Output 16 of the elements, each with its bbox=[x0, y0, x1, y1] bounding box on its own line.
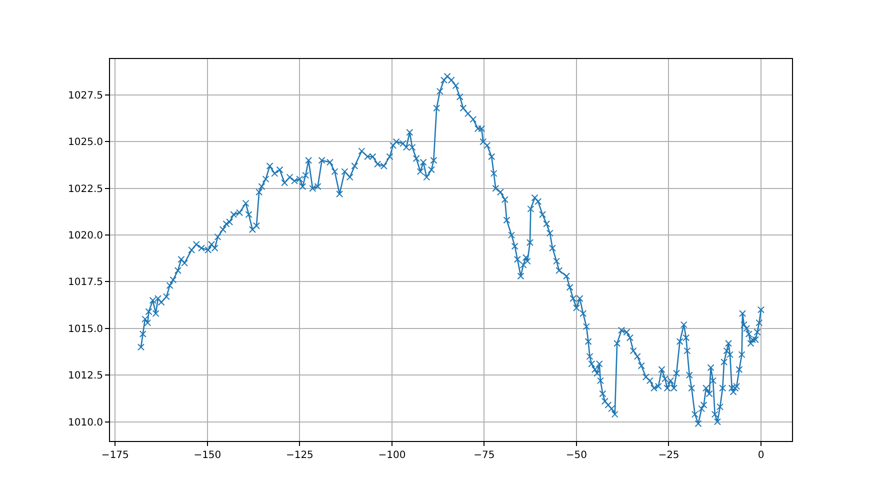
y-tick-label: 1010.0 bbox=[68, 417, 103, 428]
y-tick-label: 1025.0 bbox=[68, 137, 103, 148]
x-tick-label: −75 bbox=[474, 450, 495, 461]
x-tick-label: −50 bbox=[566, 450, 588, 461]
y-tick-label: 1015.0 bbox=[68, 324, 103, 335]
x-tick-label: 0 bbox=[758, 450, 764, 461]
x-tick-label: −175 bbox=[101, 450, 129, 461]
y-tick-label: 1017.5 bbox=[68, 277, 103, 288]
y-tick-label: 1012.5 bbox=[68, 370, 103, 382]
y-tick-label: 1027.5 bbox=[68, 90, 103, 102]
x-tick-label: −25 bbox=[658, 450, 680, 461]
x-tick-label: −125 bbox=[286, 450, 314, 461]
y-tick-label: 1020.0 bbox=[68, 230, 103, 242]
y-tick-label: 1022.5 bbox=[68, 184, 103, 195]
x-tick-label: −100 bbox=[378, 450, 406, 461]
x-tick-label: −150 bbox=[194, 450, 222, 461]
